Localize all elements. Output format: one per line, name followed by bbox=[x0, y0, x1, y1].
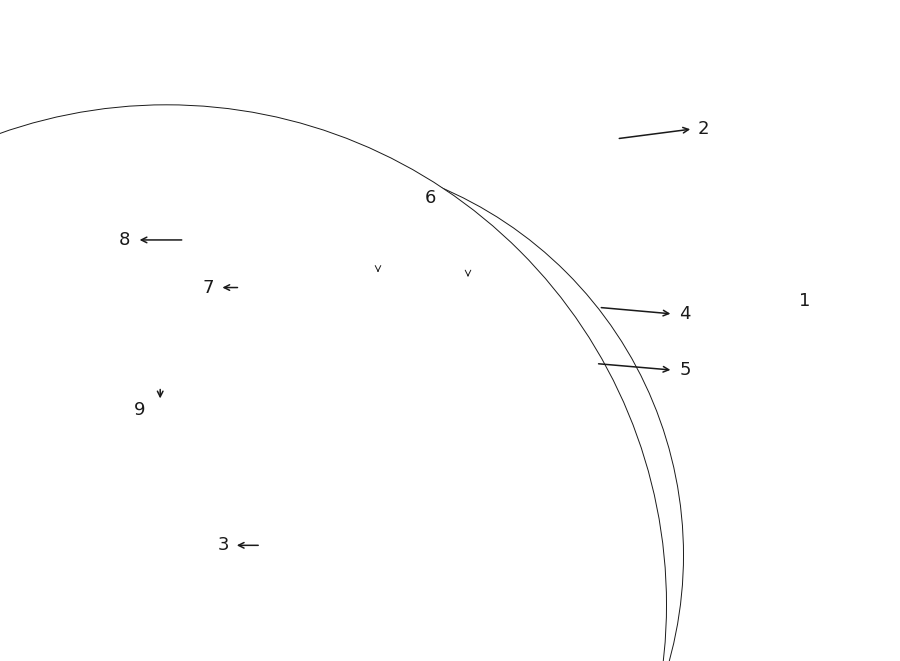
Polygon shape bbox=[230, 155, 252, 169]
Text: 3: 3 bbox=[218, 536, 230, 555]
Bar bbox=[166, 547, 216, 572]
Polygon shape bbox=[585, 270, 598, 321]
Polygon shape bbox=[180, 195, 279, 208]
Polygon shape bbox=[603, 400, 621, 416]
Polygon shape bbox=[468, 155, 490, 169]
Text: 2: 2 bbox=[698, 120, 709, 138]
Polygon shape bbox=[202, 43, 616, 59]
Bar bbox=[491, 514, 540, 539]
Bar bbox=[166, 514, 216, 539]
Text: 4: 4 bbox=[680, 305, 691, 323]
Text: 7: 7 bbox=[202, 278, 214, 297]
Polygon shape bbox=[363, 443, 384, 453]
Polygon shape bbox=[554, 155, 576, 169]
Bar bbox=[382, 547, 432, 572]
Bar bbox=[544, 278, 585, 321]
Circle shape bbox=[0, 0, 643, 596]
Bar bbox=[382, 580, 432, 605]
Bar bbox=[369, 364, 405, 397]
Bar bbox=[382, 514, 432, 539]
Polygon shape bbox=[256, 195, 279, 264]
Bar bbox=[468, 401, 500, 426]
Bar bbox=[369, 401, 400, 426]
Bar bbox=[274, 547, 324, 572]
Polygon shape bbox=[166, 59, 626, 155]
Polygon shape bbox=[189, 443, 216, 473]
Circle shape bbox=[0, 54, 478, 654]
Bar bbox=[356, 284, 414, 340]
Polygon shape bbox=[297, 440, 328, 473]
Circle shape bbox=[158, 21, 900, 661]
Polygon shape bbox=[414, 440, 446, 473]
Circle shape bbox=[0, 155, 683, 661]
Circle shape bbox=[0, 54, 433, 654]
Polygon shape bbox=[207, 178, 220, 195]
Bar bbox=[220, 364, 256, 397]
Text: 9: 9 bbox=[134, 401, 145, 419]
Polygon shape bbox=[212, 337, 603, 357]
Polygon shape bbox=[115, 358, 151, 367]
Bar bbox=[491, 580, 540, 605]
Polygon shape bbox=[544, 329, 603, 337]
Bar bbox=[320, 364, 356, 397]
Bar bbox=[400, 281, 454, 334]
Circle shape bbox=[0, 105, 667, 661]
Bar bbox=[270, 401, 302, 426]
Bar bbox=[418, 401, 450, 426]
Polygon shape bbox=[572, 337, 603, 433]
Polygon shape bbox=[171, 440, 202, 473]
Bar bbox=[518, 401, 549, 426]
Polygon shape bbox=[626, 46, 662, 155]
Polygon shape bbox=[112, 496, 590, 621]
Polygon shape bbox=[295, 443, 317, 453]
Bar bbox=[270, 364, 306, 397]
Polygon shape bbox=[662, 93, 684, 109]
Bar bbox=[180, 208, 256, 264]
Text: 5: 5 bbox=[680, 361, 691, 379]
Bar bbox=[544, 337, 590, 383]
Bar bbox=[166, 580, 216, 605]
Polygon shape bbox=[184, 178, 198, 195]
Text: 1: 1 bbox=[799, 292, 811, 310]
Polygon shape bbox=[432, 443, 459, 473]
Polygon shape bbox=[430, 443, 452, 453]
Polygon shape bbox=[228, 443, 249, 453]
Polygon shape bbox=[603, 370, 621, 387]
Polygon shape bbox=[544, 270, 598, 278]
Polygon shape bbox=[498, 443, 519, 453]
Bar bbox=[320, 401, 351, 426]
Polygon shape bbox=[454, 270, 472, 334]
Polygon shape bbox=[315, 443, 342, 473]
Circle shape bbox=[0, 0, 778, 661]
Text: 8: 8 bbox=[119, 231, 130, 249]
Text: 6: 6 bbox=[425, 189, 436, 208]
Circle shape bbox=[0, 0, 598, 635]
Bar bbox=[580, 44, 603, 56]
Bar bbox=[274, 580, 324, 605]
Bar bbox=[86, 20, 765, 440]
Circle shape bbox=[0, 0, 734, 661]
Polygon shape bbox=[356, 274, 432, 284]
Polygon shape bbox=[230, 178, 243, 195]
Polygon shape bbox=[662, 122, 684, 139]
Bar bbox=[220, 401, 252, 426]
Bar bbox=[274, 514, 324, 539]
Polygon shape bbox=[238, 278, 300, 293]
Polygon shape bbox=[626, 539, 648, 559]
Polygon shape bbox=[590, 473, 625, 611]
Polygon shape bbox=[400, 270, 472, 281]
Bar bbox=[212, 357, 572, 433]
Bar bbox=[491, 547, 540, 572]
Polygon shape bbox=[302, 155, 324, 169]
Polygon shape bbox=[414, 274, 432, 340]
Polygon shape bbox=[90, 562, 112, 582]
Polygon shape bbox=[112, 473, 626, 496]
Polygon shape bbox=[590, 329, 603, 383]
